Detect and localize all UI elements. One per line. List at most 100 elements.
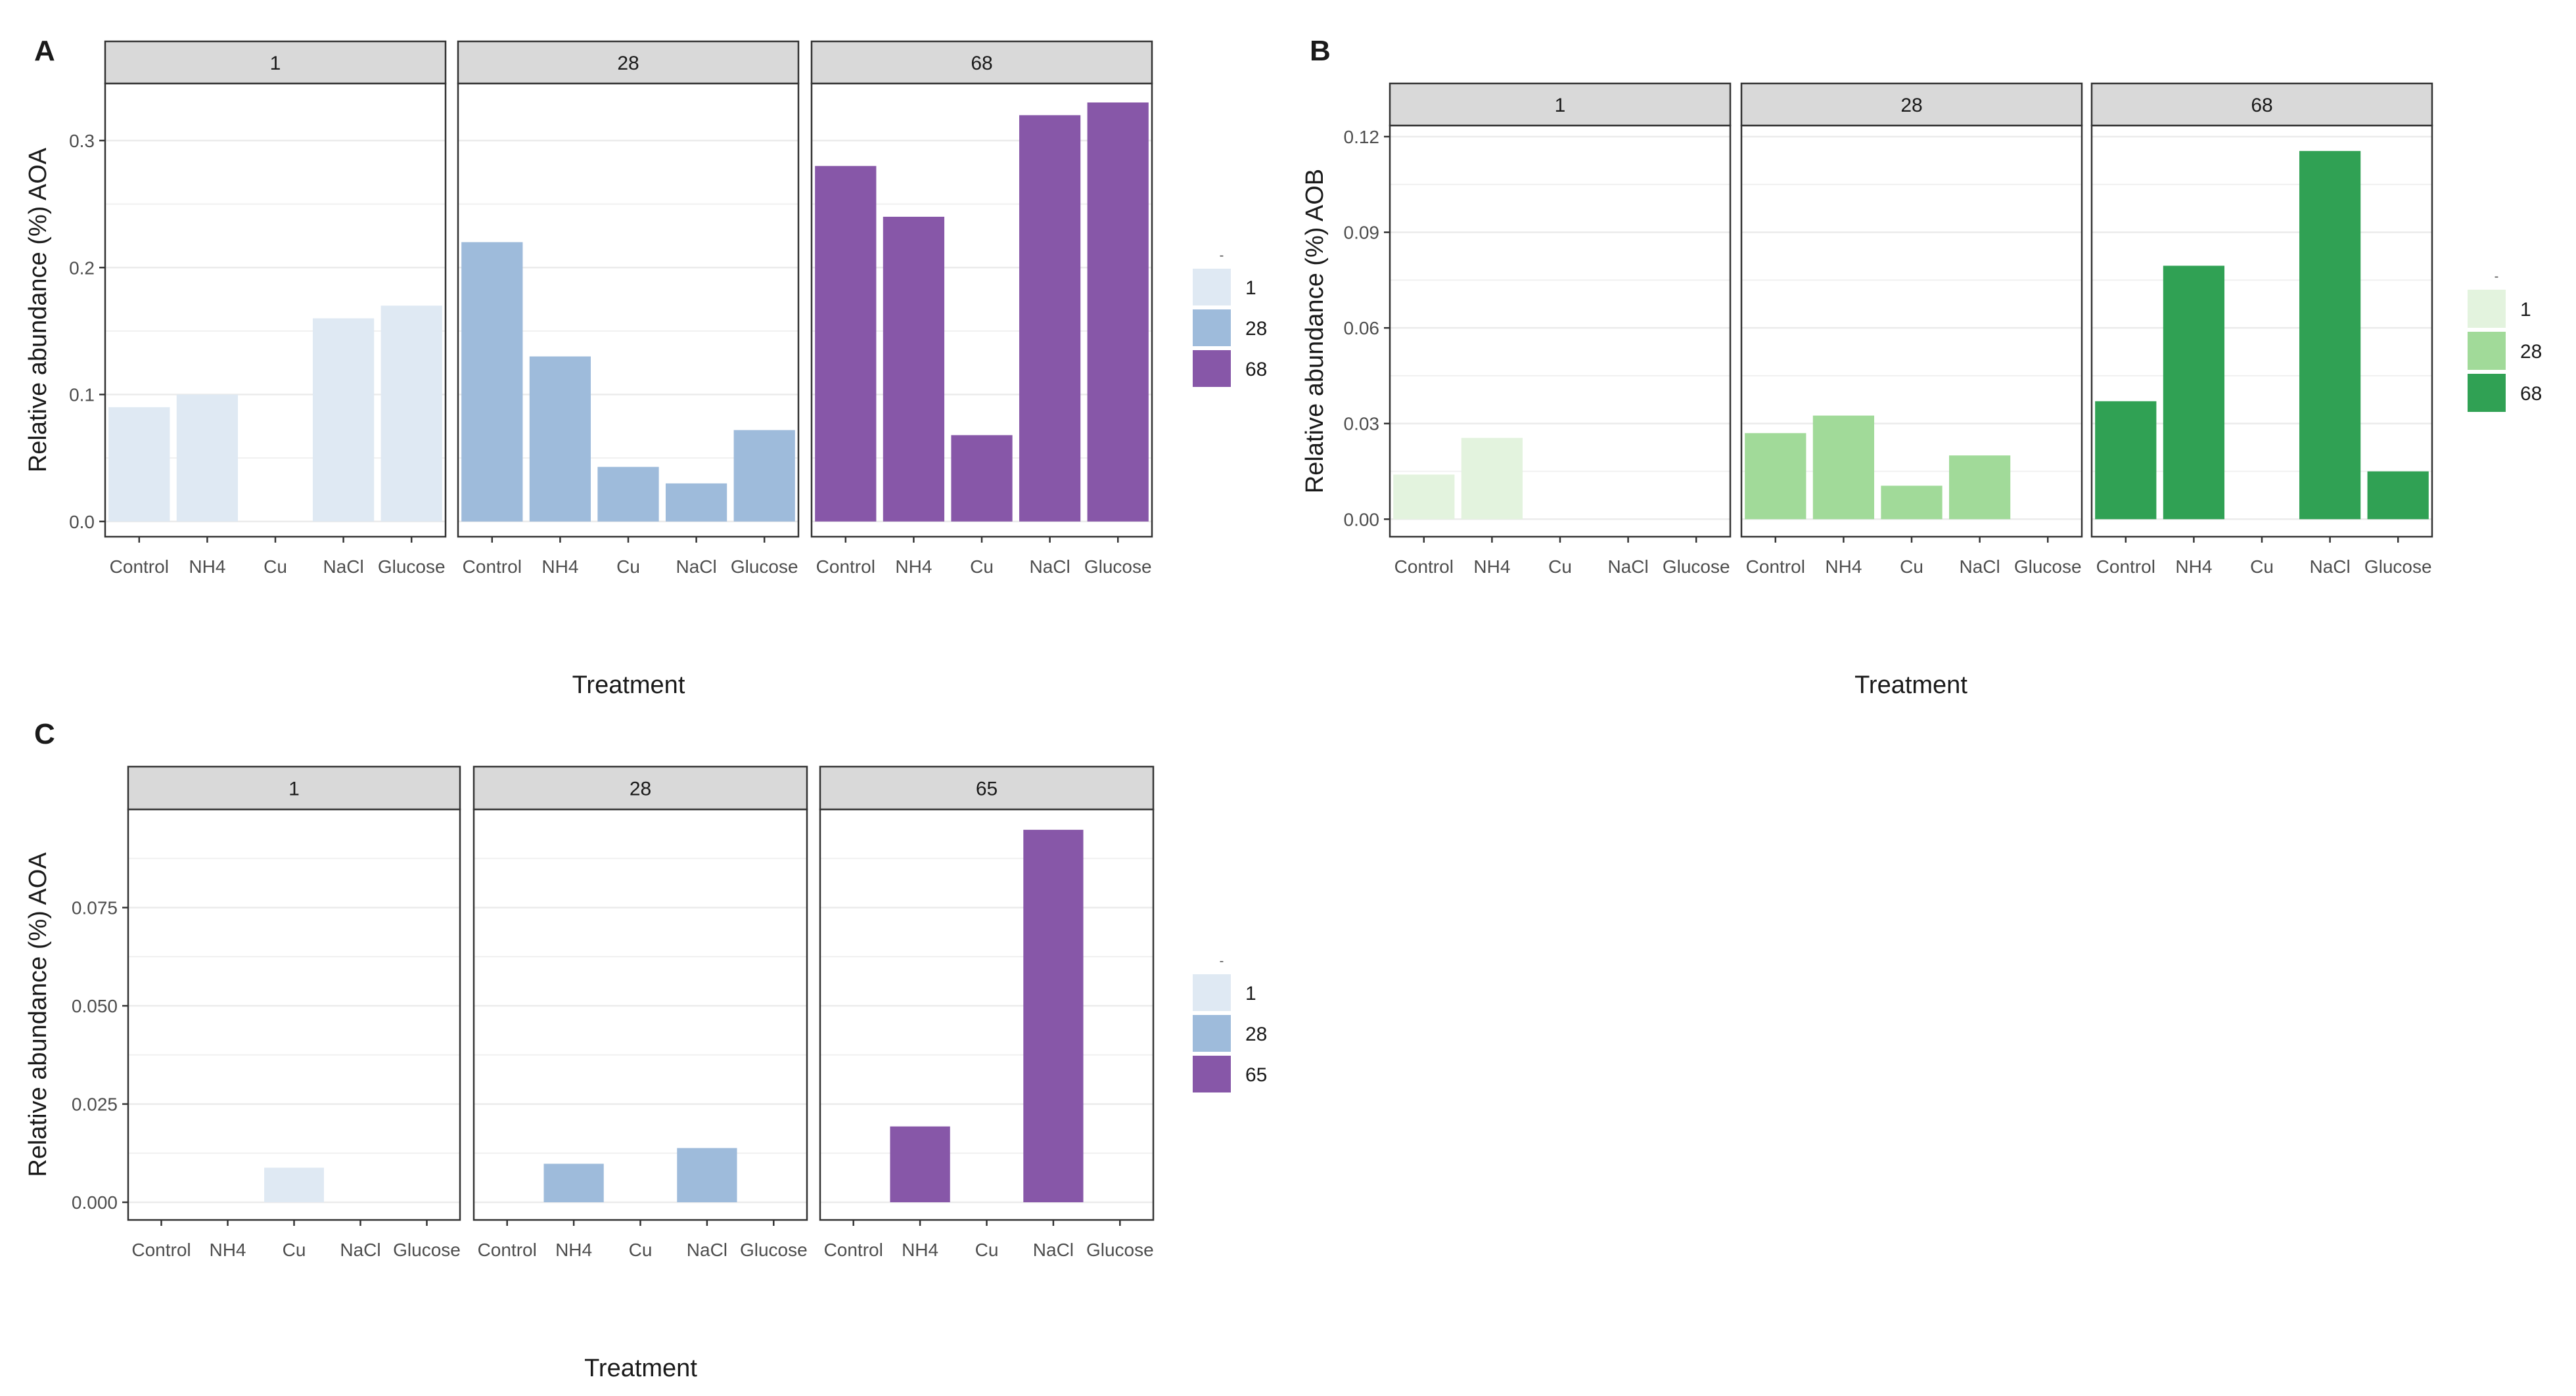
x-tick-label-control: Control xyxy=(110,556,169,577)
legend-swatch-28 xyxy=(1193,1015,1231,1052)
x-tick-label-nh4: NH4 xyxy=(902,1240,938,1260)
bar-nh4-day-68 xyxy=(2163,265,2225,520)
x-tick-label-nacl: NaCl xyxy=(687,1240,727,1260)
bar-control-day-68 xyxy=(815,166,877,522)
legend-swatch-1 xyxy=(2468,290,2506,328)
legend-label-1: 1 xyxy=(2520,299,2531,321)
facet-strip xyxy=(1740,82,2083,127)
x-tick-label-glucose: Glucose xyxy=(2014,556,2082,577)
legend-title: - xyxy=(2495,269,2499,284)
x-tick-label-glucose: Glucose xyxy=(2364,556,2432,577)
facet-strip-label: 68 xyxy=(2251,95,2272,116)
y-axis-title: Relative abundance (%) AOB xyxy=(1301,169,1329,493)
facet-strip-label: 1 xyxy=(270,53,281,74)
x-tick-label-glucose: Glucose xyxy=(1084,556,1152,577)
legend-label-28: 28 xyxy=(1245,1024,1267,1045)
bar-glucose-day-68 xyxy=(1087,102,1149,522)
facet-strip-label: 28 xyxy=(1900,95,1922,116)
facet-panel: 1 Control NH4 Cu NaCl Glucose xyxy=(104,40,447,577)
facet-panel: 68 Control NH4 Cu NaCl Glucose xyxy=(2090,82,2433,577)
bar-control-day-28 xyxy=(461,242,523,522)
legend-label-68: 68 xyxy=(2520,383,2542,405)
x-tick-label-glucose: Glucose xyxy=(740,1240,808,1260)
y-tick-label: 0.12 xyxy=(1344,127,1380,147)
legend: - 1 28 65 xyxy=(1193,954,1267,1092)
y-tick-label: 0.000 xyxy=(72,1192,118,1213)
bar-glucose-day-1 xyxy=(380,305,442,522)
x-tick-label-glucose: Glucose xyxy=(1086,1240,1154,1260)
bar-nh4-day-28 xyxy=(543,1163,604,1203)
legend-swatch-1 xyxy=(1193,974,1231,1011)
bar-nh4-day-28 xyxy=(1812,415,1875,520)
bar-nh4-day-28 xyxy=(529,356,591,522)
bar-control-day-1 xyxy=(1393,474,1455,520)
y-tick-label: 0.2 xyxy=(69,258,95,278)
y-tick-label: 0.03 xyxy=(1344,414,1380,434)
bar-cu-day-28 xyxy=(1881,485,1943,520)
bar-nh4-day-68 xyxy=(883,216,945,522)
facet-panel: 1 Control NH4 Cu NaCl Glucose xyxy=(1389,82,1732,577)
x-tick-label-control: Control xyxy=(1394,556,1454,577)
x-tick-label-control: Control xyxy=(824,1240,883,1260)
x-axis-title: Treatment xyxy=(584,1355,697,1382)
bar-nacl-day-28 xyxy=(1948,455,2011,520)
y-tick-label: 0.1 xyxy=(69,385,95,405)
legend-swatch-65 xyxy=(1193,1056,1231,1092)
legend-swatch-28 xyxy=(2468,332,2506,370)
bar-nh4-day-65 xyxy=(890,1126,950,1203)
facet-panel: 28 Control NH4 Cu NaCl Glucose xyxy=(457,40,800,577)
bar-control-day-1 xyxy=(108,407,170,522)
plot-background xyxy=(820,809,1153,1220)
x-tick-label-control: Control xyxy=(816,556,875,577)
x-tick-label-control: Control xyxy=(463,556,522,577)
x-tick-label-glucose: Glucose xyxy=(393,1240,461,1260)
facet-strip xyxy=(819,765,1155,811)
bar-nacl-day-1 xyxy=(312,318,375,522)
x-axis-title: Treatment xyxy=(572,671,685,699)
y-tick-label: 0.050 xyxy=(72,996,118,1016)
facet-strip xyxy=(127,765,461,811)
x-tick-label-glucose: Glucose xyxy=(731,556,798,577)
x-tick-label-nh4: NH4 xyxy=(1473,556,1510,577)
bar-nacl-day-68 xyxy=(1019,115,1081,522)
x-tick-label-nh4: NH4 xyxy=(895,556,932,577)
x-tick-label-nacl: NaCl xyxy=(2309,556,2350,577)
x-tick-label-cu: Cu xyxy=(975,1240,999,1260)
legend-label-28: 28 xyxy=(2520,341,2542,363)
bar-glucose-day-68 xyxy=(2367,471,2429,520)
x-tick-label-nacl: NaCl xyxy=(1033,1240,1074,1260)
x-tick-label-control: Control xyxy=(478,1240,537,1260)
legend-title: - xyxy=(1220,954,1224,968)
x-tick-label-nh4: NH4 xyxy=(2175,556,2212,577)
x-tick-label-nh4: NH4 xyxy=(209,1240,246,1260)
bar-nh4-day-1 xyxy=(1461,438,1523,520)
x-tick-label-cu: Cu xyxy=(283,1240,306,1260)
legend-swatch-28 xyxy=(1193,309,1231,346)
y-tick-label: 0.09 xyxy=(1344,223,1380,243)
x-tick-label-cu: Cu xyxy=(264,556,287,577)
bar-cu-day-1 xyxy=(264,1167,324,1203)
x-axis-title: Treatment xyxy=(1854,671,1967,699)
facet-strip-label: 28 xyxy=(617,53,639,74)
x-tick-label-cu: Cu xyxy=(1548,556,1572,577)
panel-letter-c: C xyxy=(34,718,55,750)
panel-letter-a: A xyxy=(34,35,55,67)
bar-cu-day-68 xyxy=(951,435,1013,522)
plot-background xyxy=(1390,125,1730,537)
x-tick-label-control: Control xyxy=(131,1240,191,1260)
legend-label-28: 28 xyxy=(1245,318,1267,340)
facet-strip xyxy=(457,40,800,85)
y-tick-label: 0.3 xyxy=(69,131,95,151)
x-tick-label-control: Control xyxy=(2096,556,2155,577)
bar-nacl-day-68 xyxy=(2299,150,2361,520)
facet-panel: 65 Control NH4 Cu NaCl Glucose xyxy=(819,765,1155,1260)
x-tick-label-nacl: NaCl xyxy=(676,556,716,577)
x-tick-label-cu: Cu xyxy=(2250,556,2274,577)
bar-control-day-28 xyxy=(1745,433,1806,520)
facet-strip xyxy=(810,40,1153,85)
x-tick-label-nh4: NH4 xyxy=(189,556,225,577)
legend-label-68: 68 xyxy=(1245,359,1267,380)
legend: - 1 28 68 xyxy=(2468,269,2542,412)
legend-swatch-1 xyxy=(1193,269,1231,305)
